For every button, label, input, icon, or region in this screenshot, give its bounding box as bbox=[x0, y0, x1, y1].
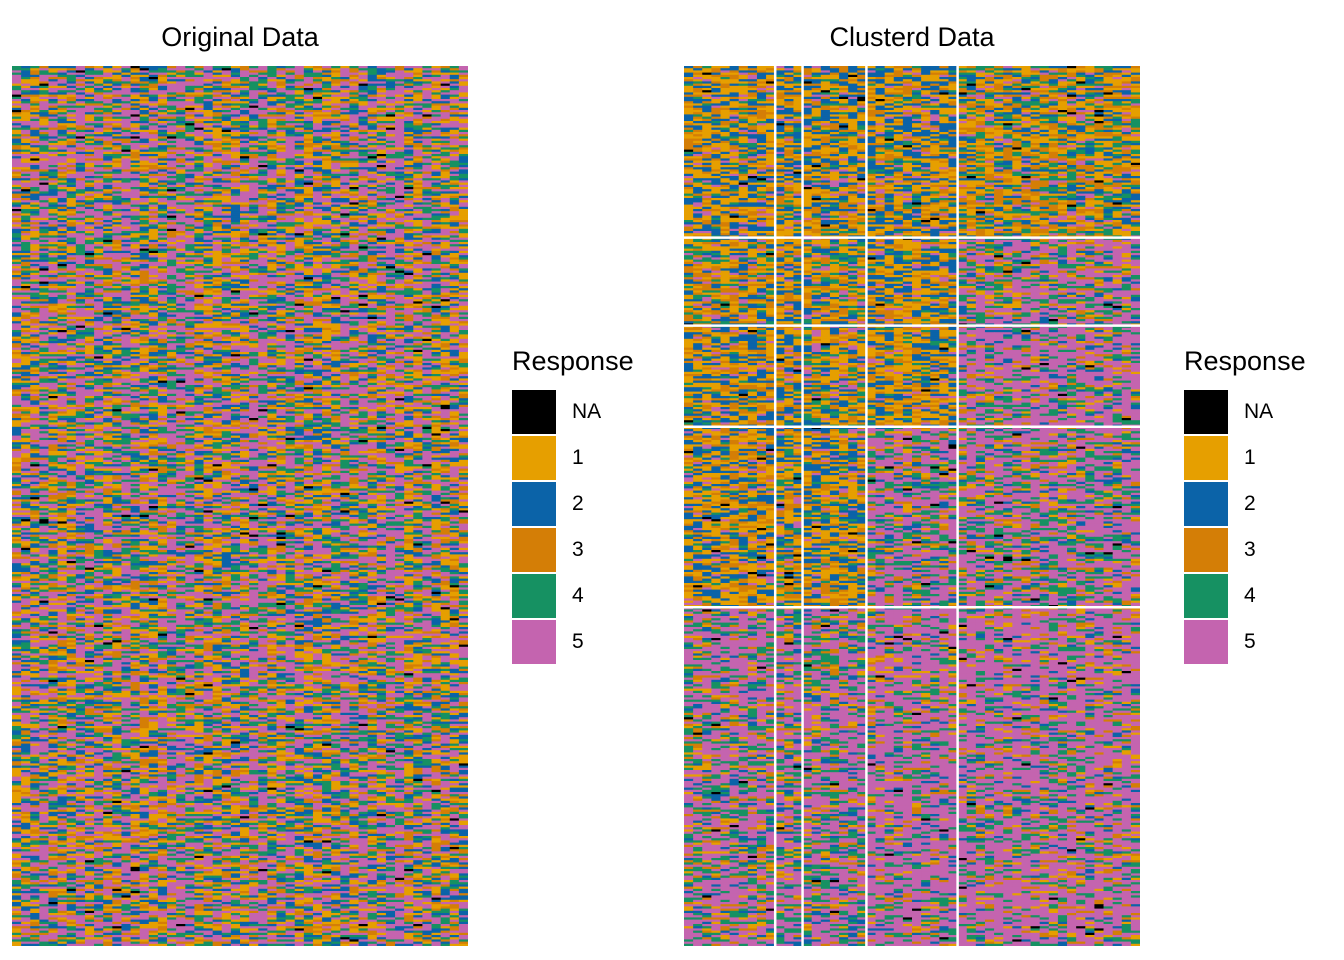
chart-title-original: Original Data bbox=[12, 22, 468, 53]
chart-title-clustered: Clusterd Data bbox=[684, 22, 1140, 53]
heatmap-original bbox=[12, 66, 468, 946]
